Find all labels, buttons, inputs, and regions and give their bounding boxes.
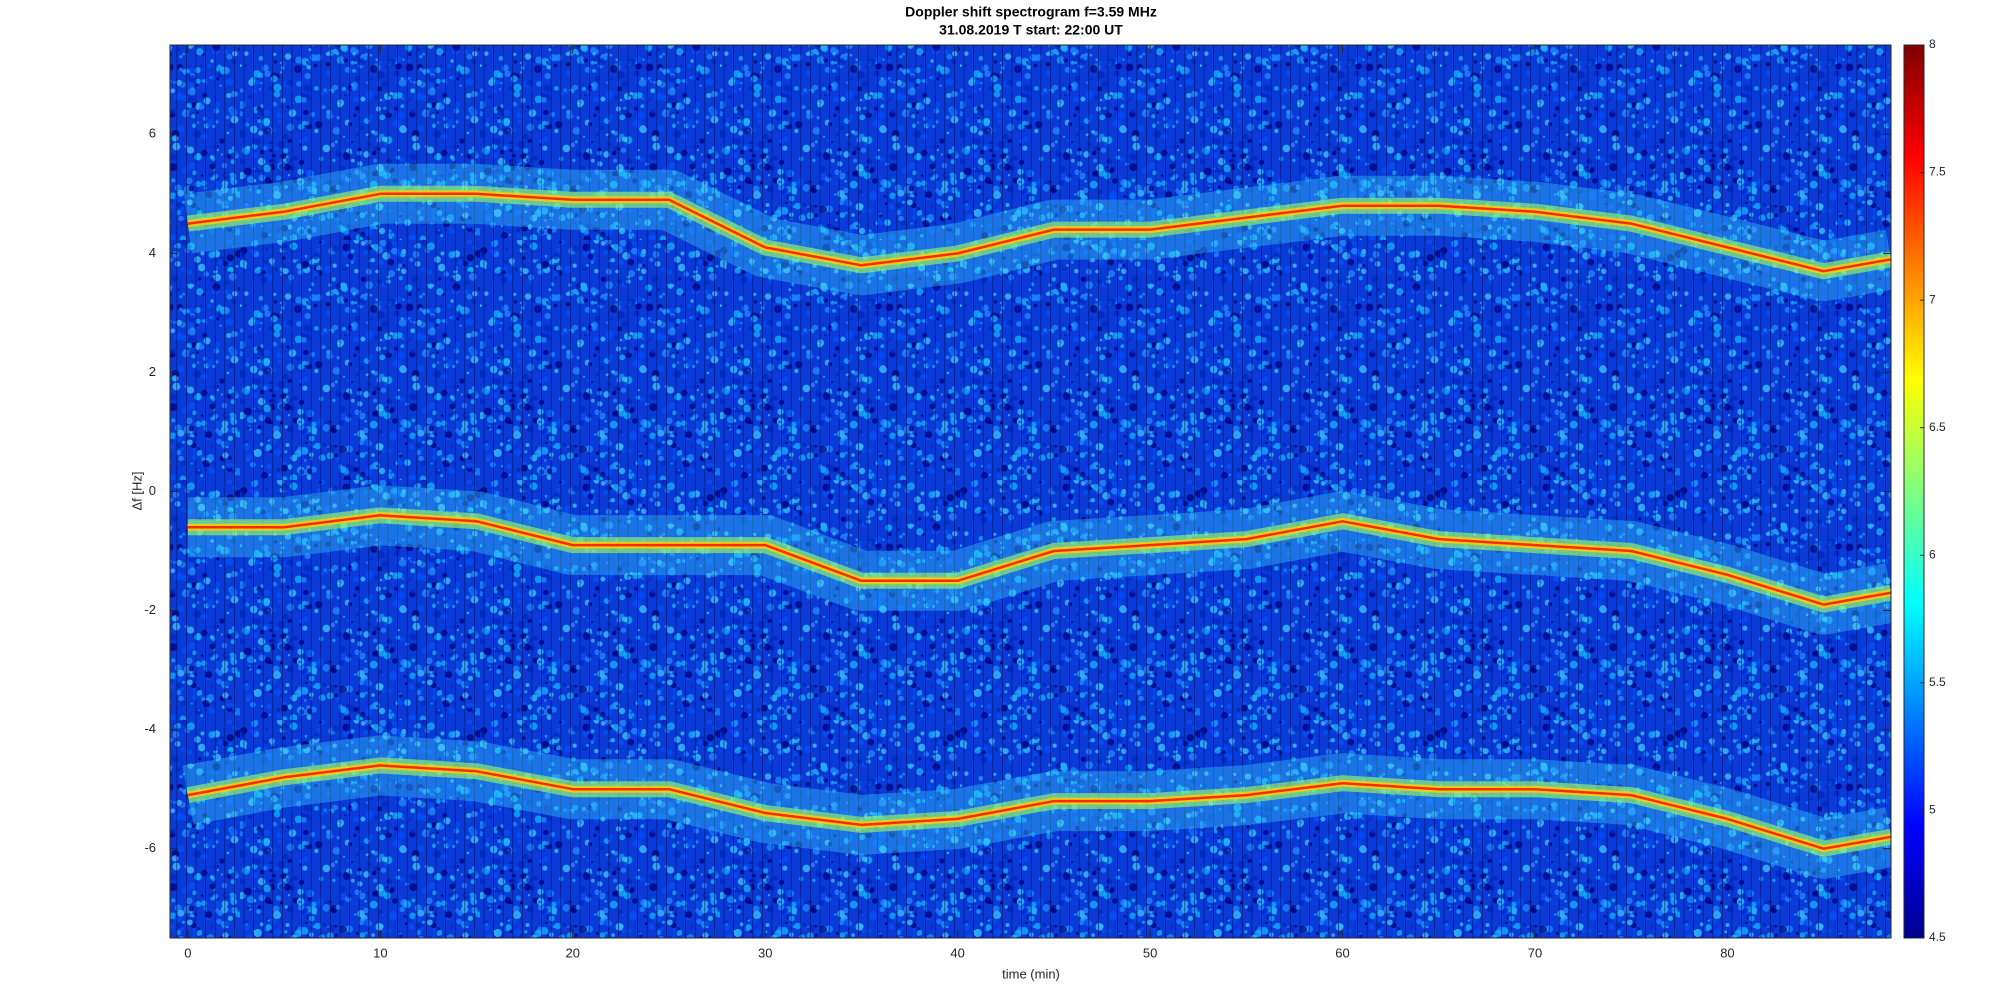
y-tick-label: 6: [149, 126, 156, 141]
ridge-line: [187, 764, 1891, 850]
x-tick-label: 50: [1143, 945, 1157, 960]
x-tick-label: 20: [566, 945, 580, 960]
colorbar-tick-label: 7: [1929, 292, 1936, 306]
x-tick-label: 70: [1528, 945, 1542, 960]
x-tick-label: 40: [950, 945, 964, 960]
ridge-line: [187, 192, 1891, 273]
x-tick-label: 80: [1720, 945, 1734, 960]
chart-subtitle: 31.08.2019 T start: 22:00 UT: [939, 22, 1123, 38]
x-tick-label: 60: [1335, 945, 1349, 960]
y-tick-label: -4: [144, 721, 156, 736]
chart-title: Doppler shift spectrogram f=3.59 MHz: [905, 4, 1157, 20]
colorbar-tick-label: 6: [1929, 547, 1936, 561]
y-axis-label: Δf [Hz]: [129, 471, 144, 510]
y-tick-label: -2: [144, 602, 156, 617]
colorbar-tick-label: 4.5: [1929, 930, 1946, 944]
colorbar-tick-label: 5: [1929, 803, 1936, 817]
plot-area: [182, 163, 1891, 879]
x-tick-label: 10: [373, 945, 387, 960]
colorbar-tick-label: 6.5: [1929, 420, 1946, 434]
x-tick-label: 0: [184, 945, 191, 960]
colorbar-tick-label: 7.5: [1929, 165, 1946, 179]
y-tick-label: -6: [144, 840, 156, 855]
y-tick-label: 4: [149, 245, 156, 260]
x-axis-label: time (min): [1002, 966, 1060, 981]
colorbar-tick-label: 8: [1929, 37, 1936, 51]
colorbar-tick-label: 5.5: [1929, 675, 1946, 689]
x-tick-label: 30: [758, 945, 772, 960]
y-tick-label: 0: [149, 483, 156, 498]
y-tick-label: 2: [149, 364, 156, 379]
colorbar: [1903, 44, 1925, 939]
ridge-line: [187, 514, 1891, 606]
